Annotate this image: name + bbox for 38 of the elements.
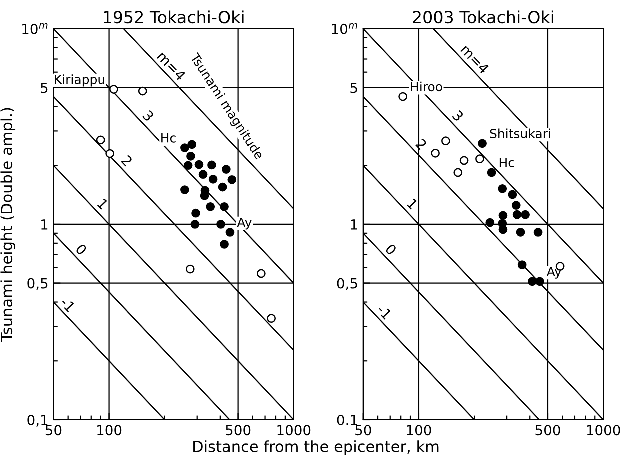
chart-title: 1952 Tokachi-Oki <box>104 10 244 24</box>
chart-title: 2003 Tokachi-Oki <box>413 10 554 24</box>
annotation: Ay <box>546 267 562 279</box>
annotation: 3 <box>452 110 464 122</box>
y-tick-label: 0,5 <box>28 278 48 290</box>
x-tick-label: 50 <box>356 425 372 436</box>
annotation: Kiriappu <box>55 74 104 87</box>
annotation: 0 <box>75 244 88 256</box>
annotation: -1 <box>376 304 392 320</box>
annotation: Ay <box>237 218 252 230</box>
y-tick-label: 10$^{m}$ <box>22 23 48 34</box>
x-tick-label: 50 <box>46 425 62 436</box>
annotation: Hc <box>500 158 514 168</box>
annotation: 2 <box>121 154 134 167</box>
annotation: Hc <box>162 134 176 143</box>
y-tick-label: 1 <box>42 220 48 230</box>
annotation: 1 <box>406 198 418 210</box>
y-tick-label: 1 <box>351 220 358 230</box>
x-tick-label: 500 <box>226 425 251 436</box>
annotation: 3 <box>142 110 155 122</box>
y-tick-label: 5 <box>41 82 48 94</box>
annotation: 0 <box>384 244 398 256</box>
y-tick-label: 0,5 <box>337 278 358 290</box>
y-tick-label: 0.1 <box>337 414 358 426</box>
annotation: Hiroo <box>411 82 442 92</box>
y-tick-label: 5 <box>350 82 358 94</box>
x-axis-title: Distance from the epicenter, km <box>194 440 439 456</box>
x-tick-label: 500 <box>536 425 560 436</box>
x-tick-label: 100 <box>407 425 432 436</box>
y-tick-label: 10$^{m}$ <box>332 23 358 34</box>
annotation: Shitsukari <box>490 128 550 138</box>
annotation: -1 <box>60 296 76 312</box>
y-axis-title: Tsunami height (Double ampl.) <box>0 108 16 342</box>
x-tick-label: 1000 <box>587 425 620 436</box>
annotation: 1 <box>97 198 109 210</box>
x-tick-label: 100 <box>98 425 122 436</box>
x-tick-label: 1000 <box>278 425 311 436</box>
y-tick-label: 0,1 <box>28 414 48 427</box>
